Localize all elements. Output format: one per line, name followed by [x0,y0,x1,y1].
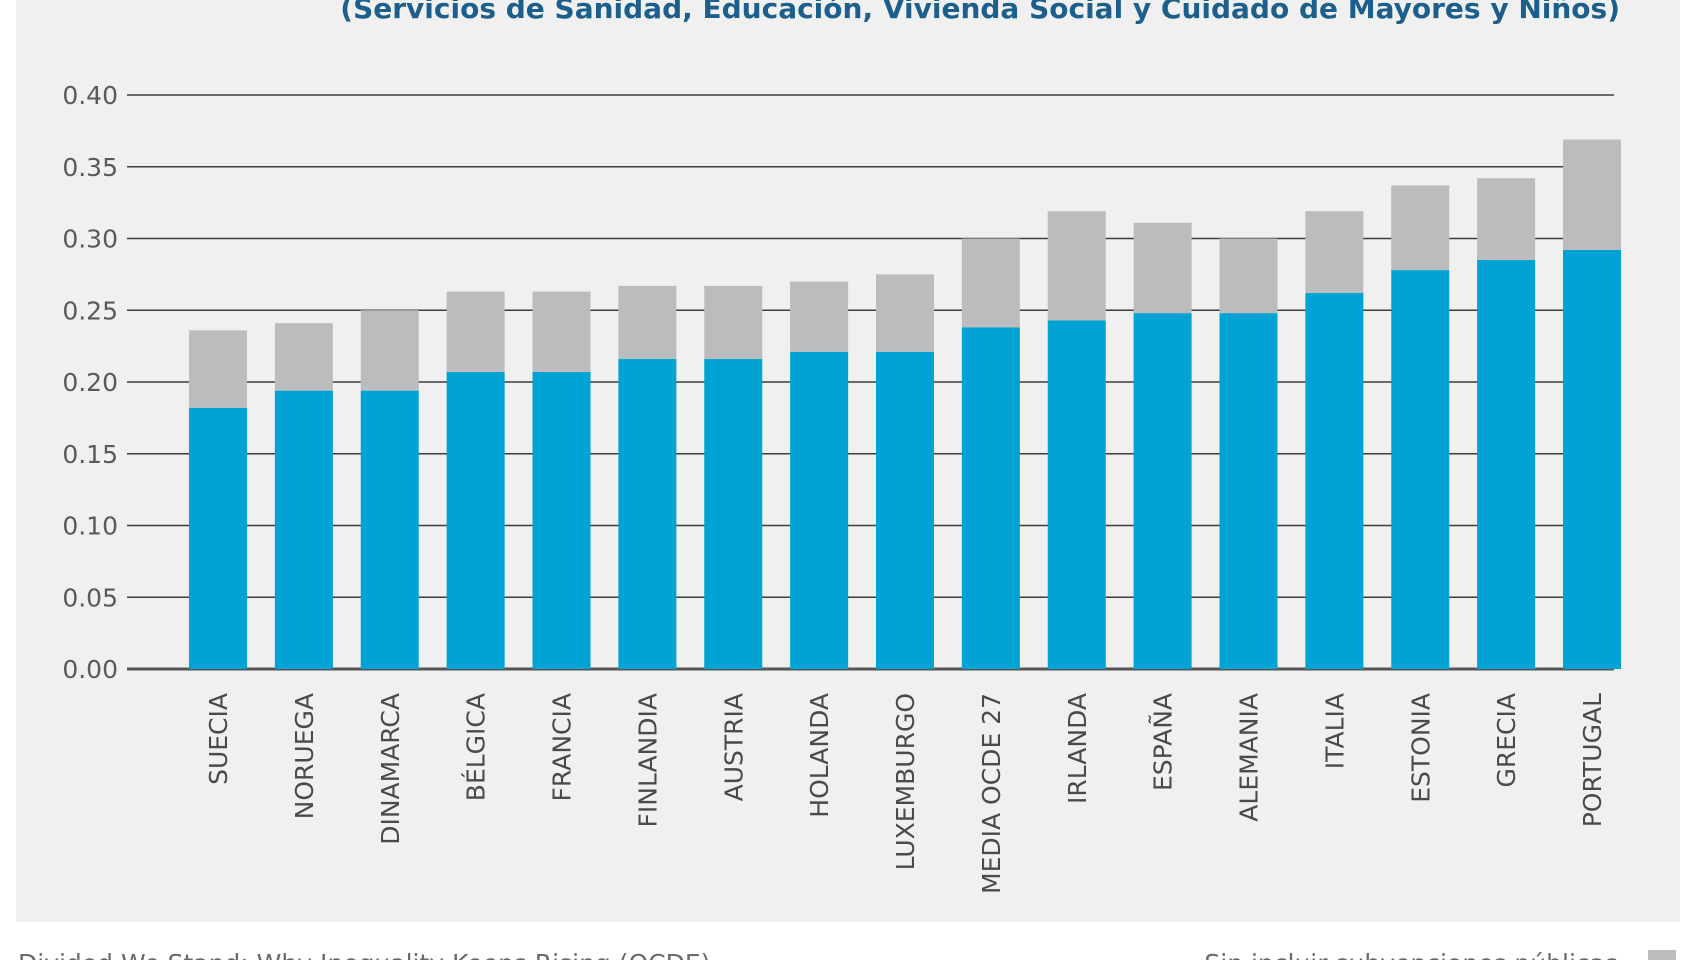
bar-segment-base [876,351,934,669]
x-category-label: ESTONIA [1406,693,1435,803]
bar-segment-top [1563,139,1621,250]
bar-segment-base [618,359,677,669]
x-category-label: NORUEGA [290,693,319,819]
x-category-label: IRLANDA [1063,693,1092,804]
bar-segment-base [1391,270,1450,669]
x-category-label: ITALIA [1320,693,1349,769]
bar-segment-top [189,330,247,408]
bar-segment-base [189,407,247,669]
y-tick-label: 0.00 [62,655,118,684]
bar-segment-top [532,291,591,372]
bar-segment-top [1047,211,1106,321]
gridlines [127,94,1614,671]
x-category-label: SUECIA [204,693,233,785]
bar-segment-base [274,390,333,669]
bar-segment-base [360,390,419,669]
y-tick-label: 0.15 [62,440,118,469]
source-note: Divided We Stand: Why Inequality Keeps R… [18,949,710,960]
x-category-label: AUSTRIA [719,693,748,801]
bar-segment-top [1133,222,1192,314]
x-category-label: ALEMANIA [1235,693,1264,822]
x-category-label: LUXEMBURGO [891,693,920,870]
bar-segment-top [790,281,849,352]
y-tick-label: 0.25 [62,296,118,325]
bar-segment-top [876,274,934,352]
x-category-label: FINLANDIA [633,693,662,828]
bar-segment-top [274,323,333,391]
y-tick-label: 0.40 [62,81,118,110]
bar-segment-base [446,371,505,669]
legend-label: Sin incluir subvenciones públicas [1204,949,1618,960]
x-category-label: MEDIA OCDE 27 [977,693,1006,894]
bar-segment-top [961,238,1020,328]
y-tick-label: 0.05 [62,583,118,612]
chart-title: (Servicios de Sanidad, Educación, Vivien… [340,0,1620,25]
bar-segment-base [704,359,763,669]
x-category-label: DINAMARCA [376,693,405,845]
bar-segment-base [1305,293,1364,669]
x-category-label: BÉLGICA [462,693,491,801]
bars [189,139,1621,670]
y-tick-label: 0.20 [62,368,118,397]
bar-segment-base [532,371,591,669]
bar-segment-top [1477,178,1536,261]
bar-segment-top [618,285,677,360]
y-tick-label: 0.30 [62,225,118,254]
bar-segment-top [704,285,763,360]
bar-segment-top [1305,211,1364,294]
x-category-label: PORTUGAL [1578,693,1607,827]
bar-segment-base [790,351,849,669]
x-category-label: ESPAÑA [1148,693,1178,791]
bar-segment-top [360,310,419,391]
x-axis-labels: SUECIA NORUEGA DINAMARCA BÉLGICA FRANCIA FINL… [204,693,1607,894]
bar-segment-base [961,327,1020,669]
x-category-label: GRECIA [1492,693,1521,787]
bar-segment-base [1219,313,1278,669]
bar-segment-top [1391,185,1450,271]
y-tick-label: 0.10 [62,512,118,541]
x-category-label: HOLANDA [805,693,834,818]
bar-segment-base [1133,313,1192,669]
y-tick-label: 0.35 [62,153,118,182]
y-axis-ticks: 0.00 0.05 0.10 0.15 0.20 0.25 0.30 0.35 0.40 [62,81,118,684]
bar-segment-top [446,291,505,372]
legend-swatch [1648,950,1676,960]
x-category-label: FRANCIA [548,693,577,801]
bar-segment-base [1477,260,1536,669]
bar-segment-base [1563,249,1621,670]
bar-segment-base [1047,320,1106,669]
bar-segment-top [1219,238,1278,314]
